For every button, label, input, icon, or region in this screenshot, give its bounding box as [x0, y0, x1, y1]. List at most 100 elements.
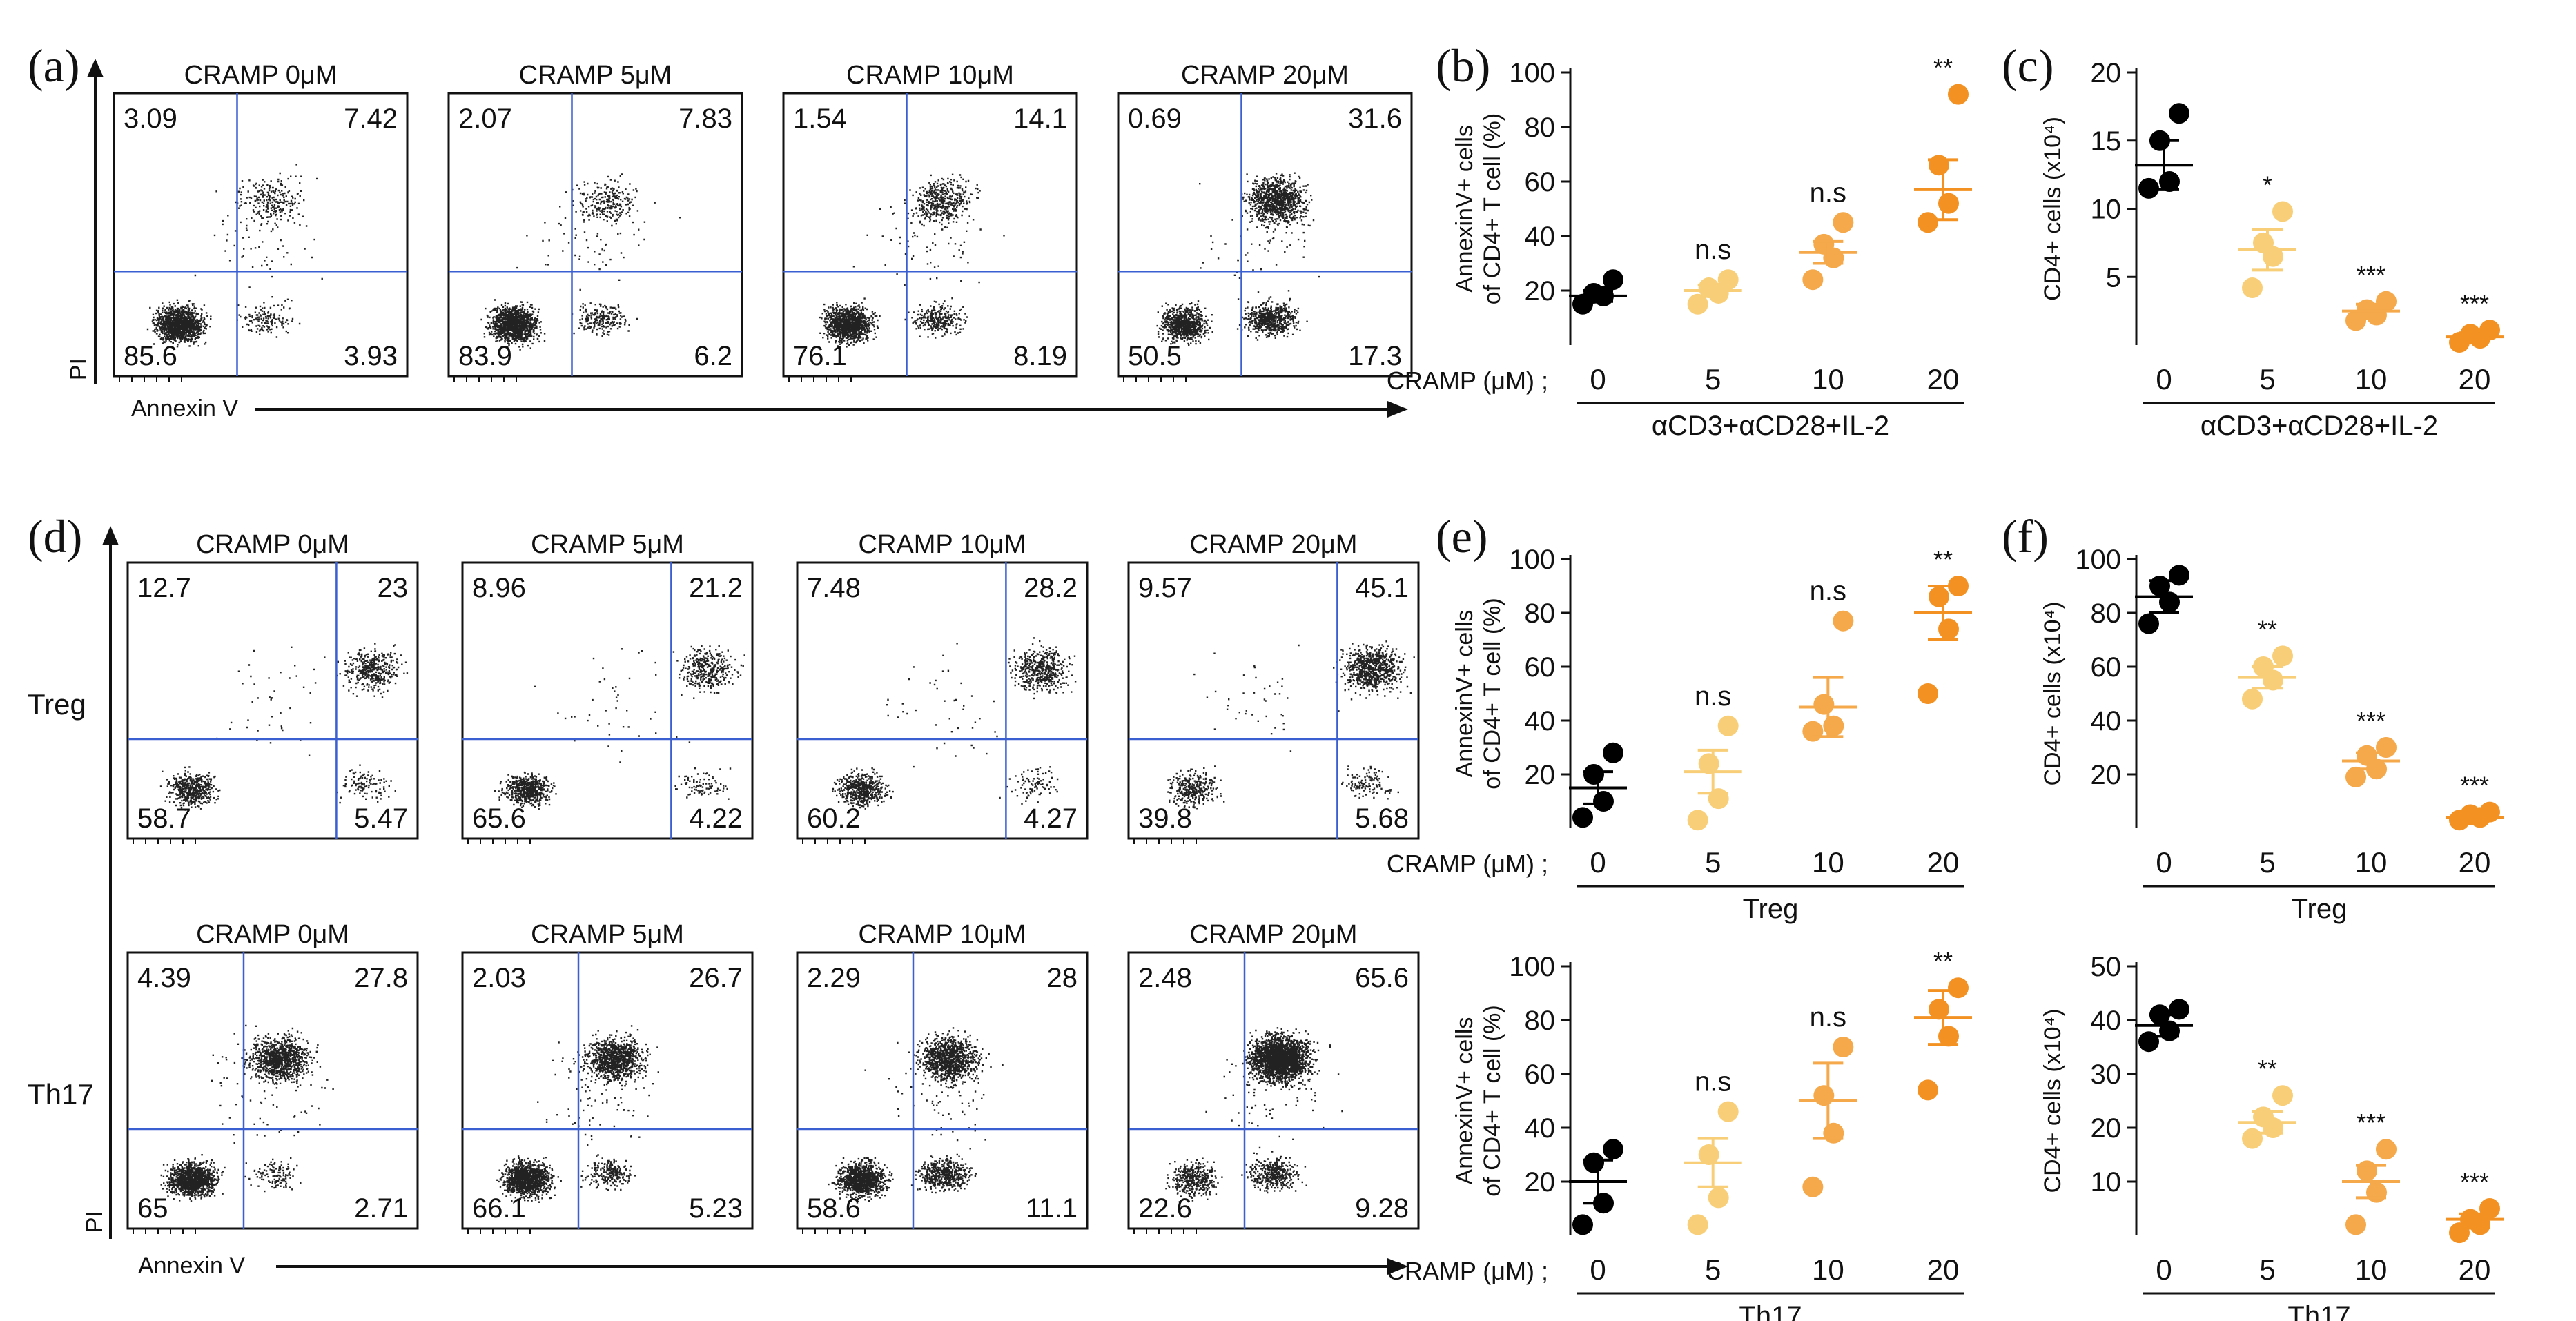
x-category-label: 20: [1927, 846, 1960, 879]
quadrant-value-upper-right: 23: [378, 573, 409, 603]
quadrant-value-upper-right: 7.42: [344, 104, 398, 134]
x-category-label: 0: [1590, 1253, 1606, 1286]
quadrant-value-lower-right: 5.23: [689, 1193, 743, 1224]
data-point: [1918, 1079, 1938, 1101]
y-axis-label: PI: [81, 1211, 108, 1233]
x-category-label: 5: [1705, 363, 1721, 395]
quadrant-value-lower-left: 65.6: [472, 803, 526, 834]
y-tick-label: 80: [2091, 598, 2122, 629]
data-point: [2376, 1139, 2397, 1160]
data-point: [2242, 1128, 2263, 1149]
flow-plot-frame: [461, 561, 754, 840]
y-axis-label: AnnexinV+ cells: [1452, 610, 1478, 778]
row-label: Treg: [28, 688, 86, 721]
quadrant-value-lower-left: 58.6: [807, 1193, 861, 1224]
quadrant-value-upper-right: 28: [1047, 963, 1078, 993]
data-point: [2253, 1106, 2274, 1128]
x-category-label: 5: [2259, 363, 2275, 395]
quadrant-value-lower-right: 11.1: [1026, 1193, 1077, 1224]
quadrant-value-lower-right: 6.2: [694, 341, 732, 371]
flow-plot: [113, 92, 409, 378]
flow-events: [828, 1027, 1004, 1204]
data-point: [2242, 688, 2263, 710]
panel-label: (f): [2002, 510, 2049, 562]
quadrant-value-upper-left: 2.48: [1138, 963, 1192, 993]
quadrant-value-lower-right: 8.19: [1013, 341, 1067, 371]
panel-label: (d): [28, 510, 82, 562]
flow-events: [819, 173, 1005, 348]
quadrant-value-upper-right: 65.6: [1355, 963, 1409, 993]
x-category-label: 0: [2156, 846, 2172, 879]
flow-plot-title: CRAMP 10μM: [859, 920, 1026, 949]
data-point: [2366, 1182, 2387, 1203]
x-axis-prefix: CRAMP (μM) ;: [1387, 1257, 1548, 1285]
x-category-label: 0: [1590, 363, 1606, 395]
flow-plot-title: CRAMP 20μM: [1181, 61, 1349, 90]
y-tick-label: 100: [1509, 58, 1555, 88]
x-axis-label: Annexin V: [138, 1253, 245, 1279]
y-tick-label: 15: [2091, 126, 2122, 157]
data-point: [2357, 745, 2377, 766]
significance-marker: **: [2258, 1055, 2277, 1083]
flow-events: [146, 164, 323, 348]
panel-label: (a): [28, 39, 79, 92]
flow-plot: [126, 951, 419, 1230]
flow-plot-title: CRAMP 0μM: [184, 61, 338, 90]
x-category-label: 20: [2459, 1253, 2491, 1286]
flow-events: [160, 1024, 334, 1202]
quadrant-value-upper-left: 2.03: [472, 963, 526, 993]
y-tick-label: 30: [2091, 1059, 2122, 1090]
flow-plot-title: CRAMP 5μM: [519, 61, 672, 90]
significance-marker: ***: [2460, 289, 2489, 317]
quadrant-value-lower-left: 58.7: [137, 803, 191, 834]
y-axis-label: CD4+ cells (x10⁴): [2040, 1009, 2066, 1193]
significance-marker: n.s: [1695, 1067, 1731, 1097]
x-category-label: 20: [1927, 1253, 1960, 1286]
quadrant-value-lower-left: 85.6: [124, 341, 177, 371]
x-category-label: 0: [1590, 846, 1606, 879]
quadrant-value-lower-left: 39.8: [1138, 803, 1192, 834]
group-label: αCD3+αCD28+IL-2: [1652, 411, 1889, 441]
quadrant-value-upper-left: 2.07: [458, 104, 512, 134]
quadrant-value-lower-left: 22.6: [1138, 1193, 1192, 1224]
data-point: [2479, 320, 2500, 341]
flow-plot-frame: [796, 561, 1089, 840]
y-tick-label: 20: [1525, 760, 1556, 790]
quadrant-value-upper-left: 4.39: [137, 963, 191, 993]
flow-plot: [461, 561, 754, 840]
quadrant-value-upper-left: 0.69: [1128, 104, 1182, 134]
data-point: [1802, 721, 1824, 742]
data-point: [1802, 269, 1824, 291]
flow-plot-title: CRAMP 0μM: [196, 920, 349, 949]
quadrant-value-upper-right: 26.7: [689, 963, 743, 993]
data-point: [1918, 212, 1938, 233]
data-point: [1823, 715, 1844, 736]
data-point: [1813, 1085, 1835, 1106]
data-point: [1813, 694, 1835, 715]
quadrant-value-lower-left: 50.5: [1128, 341, 1182, 371]
x-category-label: 10: [2355, 363, 2388, 395]
quadrant-value-lower-right: 2.71: [354, 1193, 408, 1224]
quadrant-value-upper-right: 45.1: [1355, 573, 1409, 603]
significance-marker: ***: [2357, 261, 2385, 289]
data-point: [1948, 977, 1969, 999]
y-tick-label: 60: [1525, 1059, 1556, 1090]
quadrant-value-lower-left: 66.1: [472, 1193, 526, 1224]
panel-label: (b): [1436, 39, 1490, 92]
quadrant-value-upper-left: 12.7: [137, 573, 191, 603]
data-point: [1938, 618, 1959, 640]
y-tick-label: 40: [1525, 222, 1556, 252]
y-tick-label: 20: [2091, 58, 2122, 88]
data-point: [2169, 999, 2189, 1020]
quadrant-value-lower-right: 4.22: [689, 803, 743, 834]
x-category-label: 10: [1812, 846, 1844, 879]
flow-plot: [1127, 951, 1420, 1230]
x-category-label: 5: [2259, 1253, 2275, 1286]
x-axis-prefix: CRAMP (μM) ;: [1387, 366, 1548, 395]
quadrant-value-upper-right: 28.2: [1024, 573, 1077, 603]
data-point: [2479, 1198, 2500, 1219]
y-axis-label: AnnexinV+ cells: [1452, 125, 1478, 293]
flow-events: [1156, 172, 1320, 346]
panel-label: (c): [2002, 39, 2053, 92]
quadrant-value-lower-left: 60.2: [807, 803, 861, 834]
